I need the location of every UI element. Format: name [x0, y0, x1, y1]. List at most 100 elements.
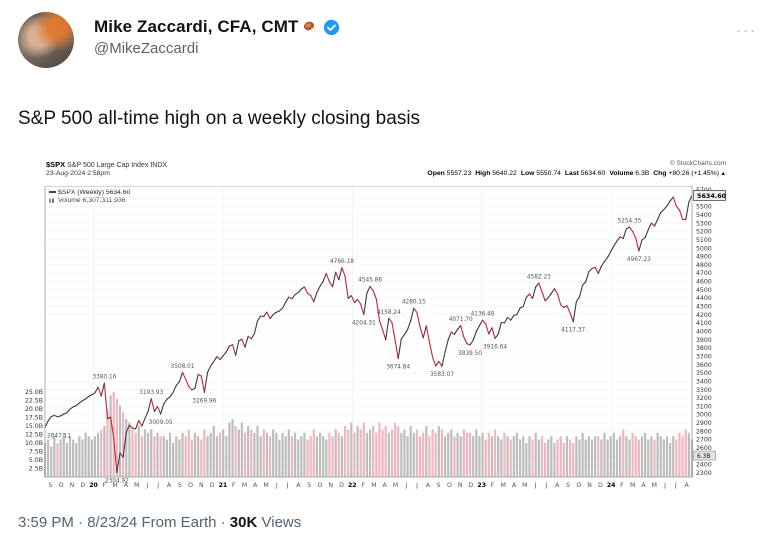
- svg-text:D: D: [469, 482, 474, 489]
- quote-high-value: 5640.22: [490, 170, 517, 177]
- svg-text:O: O: [59, 482, 64, 489]
- svg-text:3508.01: 3508.01: [171, 364, 195, 370]
- svg-text:4800: 4800: [696, 262, 712, 269]
- svg-text:3193.93: 3193.93: [139, 390, 163, 396]
- svg-text:M: M: [630, 482, 635, 489]
- svg-text:3500: 3500: [696, 370, 712, 377]
- svg-text:A: A: [684, 482, 689, 489]
- svg-text:3200: 3200: [696, 395, 712, 402]
- series-swatch-icon: [49, 191, 56, 194]
- svg-text:N: N: [70, 482, 75, 489]
- svg-text:5400: 5400: [696, 212, 712, 219]
- post-date: 8/23/24: [87, 514, 138, 531]
- quote-last-label: Last: [564, 170, 579, 177]
- chart-symbol: $SPX: [46, 160, 66, 169]
- svg-text:4545.86: 4545.86: [358, 278, 382, 284]
- user-handle[interactable]: @MikeZaccardi: [94, 40, 199, 57]
- svg-text:17.5B: 17.5B: [25, 415, 43, 422]
- svg-text:M: M: [501, 482, 506, 489]
- quote-open-value: 5557.23: [444, 170, 472, 177]
- svg-text:N: N: [458, 482, 463, 489]
- svg-text:3400: 3400: [696, 378, 712, 385]
- svg-text:N: N: [587, 482, 592, 489]
- svg-text:A: A: [641, 482, 646, 489]
- svg-text:4000: 4000: [696, 329, 712, 336]
- chart-image[interactable]: $SPX S&P 500 Large Cap Index INDX © Stoc…: [14, 156, 760, 504]
- svg-text:22: 22: [348, 482, 357, 489]
- svg-text:3583.07: 3583.07: [430, 372, 454, 378]
- display-name[interactable]: Mike Zaccardi, CFA, CMT: [94, 17, 299, 36]
- svg-text:4300: 4300: [696, 304, 712, 311]
- timestamp-row: 3:59 PM · 8/23/24 From Earth · 30K Views: [18, 514, 302, 531]
- svg-text:A: A: [426, 482, 431, 489]
- quote-volume-value: 6.3B: [633, 170, 650, 177]
- svg-text:A: A: [167, 482, 172, 489]
- quote-up-arrow-icon: ▲: [719, 171, 726, 177]
- svg-text:2900: 2900: [696, 420, 712, 427]
- quote-volume-label: Volume: [609, 170, 634, 177]
- chart-title: S&P 500 Large Cap Index: [67, 162, 149, 169]
- svg-text:2700: 2700: [696, 437, 712, 444]
- svg-text:3700: 3700: [696, 353, 712, 360]
- svg-text:3600: 3600: [696, 362, 712, 369]
- svg-text:5300: 5300: [696, 220, 712, 227]
- svg-text:20.0B: 20.0B: [25, 406, 43, 413]
- quote-open-label: Open: [427, 170, 445, 177]
- svg-text:4117.37: 4117.37: [561, 328, 585, 334]
- svg-text:A: A: [383, 482, 388, 489]
- svg-text:4900: 4900: [696, 254, 712, 261]
- svg-text:5.0B: 5.0B: [29, 457, 43, 464]
- svg-text:F: F: [620, 482, 624, 489]
- quote-high-label: High: [475, 170, 491, 177]
- svg-text:F: F: [103, 482, 107, 489]
- svg-text:3269.96: 3269.96: [192, 398, 216, 404]
- svg-text:D: D: [80, 482, 85, 489]
- svg-text:4204.31: 4204.31: [352, 321, 376, 327]
- svg-text:S: S: [566, 482, 570, 489]
- svg-text:A: A: [253, 482, 258, 489]
- svg-text:3900: 3900: [696, 337, 712, 344]
- svg-text:4071.70: 4071.70: [449, 317, 473, 323]
- chart-exchange: INDX: [150, 162, 168, 169]
- svg-text:O: O: [576, 482, 581, 489]
- views-count: 30K: [229, 514, 258, 531]
- svg-text:N: N: [199, 482, 204, 489]
- svg-text:4582.23: 4582.23: [527, 275, 551, 281]
- svg-text:3380.16: 3380.16: [92, 375, 116, 381]
- svg-text:4200: 4200: [696, 312, 712, 319]
- chart-source: © StockCharts.com: [669, 160, 726, 167]
- svg-text:A: A: [124, 482, 129, 489]
- chart-symbol-title: $SPX S&P 500 Large Cap Index INDX: [46, 160, 167, 169]
- svg-text:4280.15: 4280.15: [402, 300, 426, 306]
- svg-text:6.3B: 6.3B: [697, 453, 711, 460]
- svg-text:S: S: [307, 482, 311, 489]
- chart-timestamp: 23-Aug-2024 2:58pm: [46, 170, 110, 177]
- svg-text:M: M: [134, 482, 139, 489]
- svg-text:24: 24: [607, 482, 616, 489]
- svg-text:2600: 2600: [696, 445, 712, 452]
- svg-text:20: 20: [89, 482, 98, 489]
- svg-text:3000: 3000: [696, 412, 712, 419]
- svg-text:A: A: [555, 482, 560, 489]
- svg-text:2847.11: 2847.11: [47, 433, 71, 439]
- svg-text:5254.35: 5254.35: [617, 219, 641, 225]
- svg-text:M: M: [371, 482, 376, 489]
- avatar[interactable]: [18, 12, 74, 68]
- quote-low-value: 5550.74: [534, 170, 561, 177]
- svg-text:2400: 2400: [696, 462, 712, 469]
- svg-text:D: D: [210, 482, 215, 489]
- svg-text:S: S: [437, 482, 441, 489]
- svg-text:2800: 2800: [696, 428, 712, 435]
- svg-text:5100: 5100: [696, 237, 712, 244]
- svg-text:M: M: [393, 482, 398, 489]
- svg-text:5000: 5000: [696, 245, 712, 252]
- svg-text:M: M: [242, 482, 247, 489]
- meat-on-bone-emoji: [303, 20, 318, 34]
- tweet-body: S&P 500 all-time high on a weekly closin…: [18, 108, 421, 129]
- svg-text:4100: 4100: [696, 320, 712, 327]
- svg-text:3674.84: 3674.84: [386, 365, 410, 371]
- chart-legend: $SPX (Weekly) 5634.60 Volume 6,307,311,9…: [49, 189, 130, 205]
- verified-badge-icon: [323, 19, 340, 36]
- svg-text:4136.48: 4136.48: [471, 312, 495, 318]
- more-options-button[interactable]: ···: [736, 22, 757, 39]
